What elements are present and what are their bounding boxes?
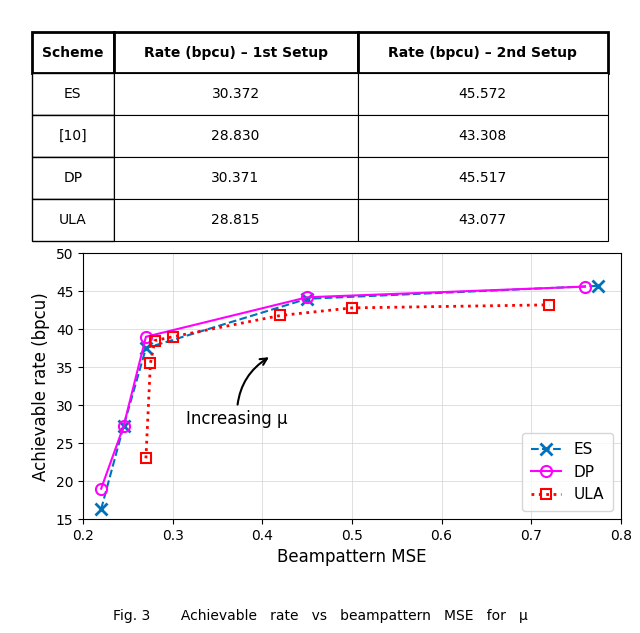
- DP: [142, 333, 150, 341]
- ULA: [151, 337, 159, 344]
- ULA: [147, 360, 154, 367]
- Legend: ES, DP, ULA: ES, DP, ULA: [522, 433, 613, 511]
- ES: [303, 295, 311, 303]
- ULA: [169, 333, 177, 341]
- DP: [303, 294, 311, 301]
- ES: [595, 282, 602, 290]
- ES: [142, 344, 150, 352]
- ULA: [276, 311, 284, 319]
- Line: ES: ES: [95, 280, 604, 515]
- Y-axis label: Achievable rate (bpcu): Achievable rate (bpcu): [32, 292, 51, 480]
- DP: [97, 485, 105, 492]
- ULA: [348, 304, 356, 311]
- Line: DP: DP: [95, 281, 591, 494]
- ES: [97, 505, 105, 513]
- DP: [581, 283, 589, 291]
- ULA: [545, 301, 553, 309]
- DP: [120, 423, 127, 430]
- X-axis label: Beampattern MSE: Beampattern MSE: [277, 548, 427, 567]
- Text: Fig. 3       Achievable   rate   vs   beampattern   MSE   for   μ: Fig. 3 Achievable rate vs beampattern MS…: [113, 610, 527, 624]
- Line: ULA: ULA: [141, 300, 554, 463]
- ULA: [142, 454, 150, 462]
- Text: Increasing μ: Increasing μ: [186, 358, 288, 428]
- ES: [120, 423, 127, 430]
